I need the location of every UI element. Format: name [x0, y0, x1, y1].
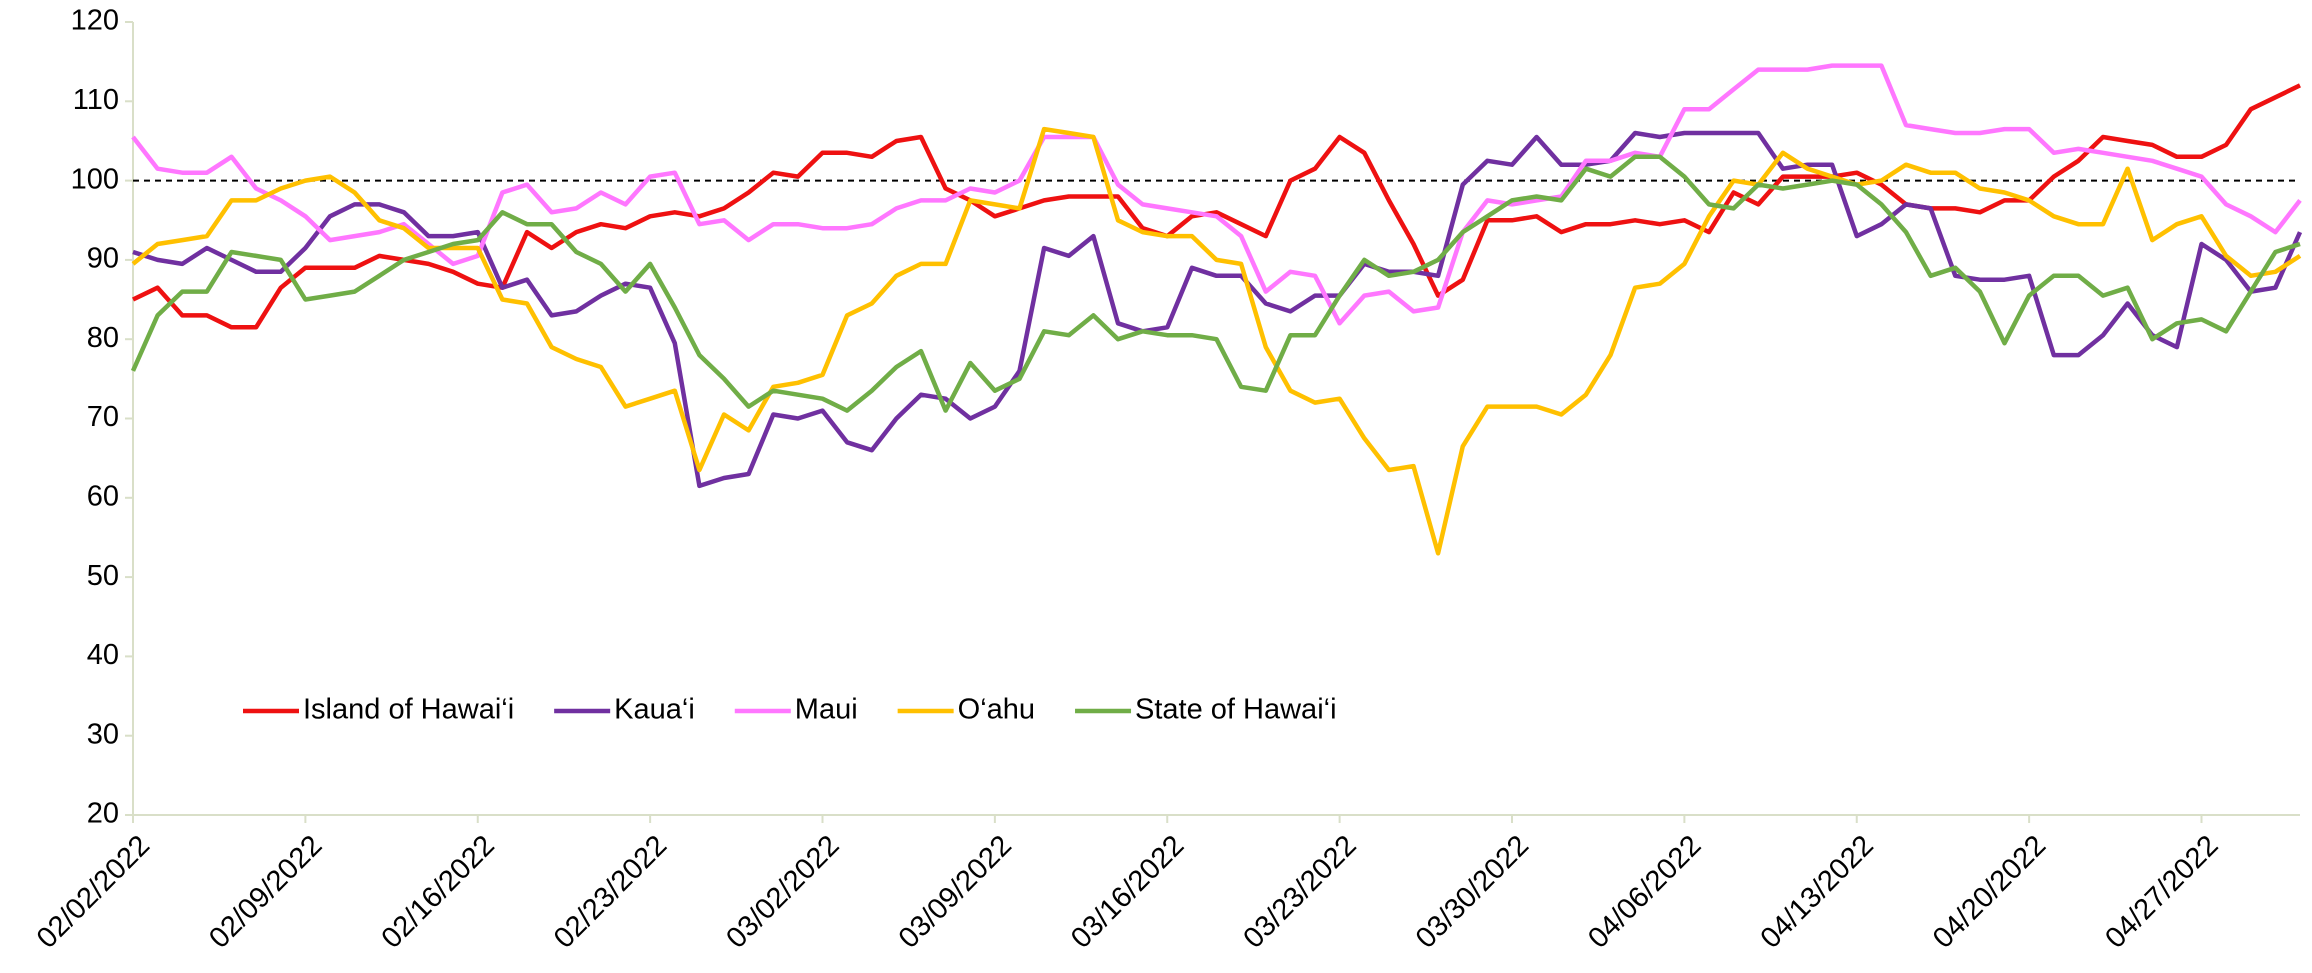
x-tick-label: 02/09/2022 [203, 829, 328, 954]
legend-item: Island of Hawai‘i [243, 694, 514, 726]
legend-label: State of Hawai‘i [1135, 694, 1337, 726]
legend-item: State of Hawai‘i [1075, 694, 1337, 726]
series-line [132, 83, 2301, 330]
x-tick-label: 02/23/2022 [548, 829, 673, 954]
y-tick-label: 80 [87, 322, 119, 354]
x-tick-label: 04/27/2022 [2099, 829, 2224, 954]
legend-item: Kaua‘i [554, 694, 695, 726]
y-tick-label: 110 [73, 84, 119, 116]
legend-item: Maui [734, 694, 858, 726]
x-tick-label: 04/20/2022 [1927, 829, 2052, 954]
legend-label: O‘ahu [958, 694, 1035, 726]
legend-item: O‘ahu [897, 694, 1035, 726]
x-tick-label: 03/30/2022 [1410, 829, 1535, 954]
x-tick-label: 03/02/2022 [720, 829, 845, 954]
x-tick-label: 02/16/2022 [376, 829, 501, 954]
y-tick-label: 50 [87, 560, 119, 592]
y-tick-label: 20 [87, 798, 119, 830]
legend-label: Island of Hawai‘i [303, 694, 514, 726]
legend-label: Maui [795, 694, 858, 726]
x-tick-label: 03/23/2022 [1237, 829, 1362, 954]
y-tick-label: 40 [87, 639, 119, 671]
x-tick-label: 04/13/2022 [1755, 829, 1880, 954]
y-tick-label: 90 [87, 243, 119, 275]
y-tick-label: 30 [87, 718, 119, 750]
series-line [131, 126, 2302, 556]
x-tick-label: 04/06/2022 [1582, 829, 1707, 954]
y-tick-label: 100 [71, 163, 119, 195]
y-tick-label: 120 [71, 5, 119, 37]
x-tick-label: 02/02/2022 [31, 829, 156, 954]
series-line [131, 63, 2302, 326]
series-line [132, 130, 2303, 489]
y-tick-label: 70 [87, 401, 119, 433]
x-tick-label: 03/16/2022 [1065, 829, 1190, 954]
x-tick-label: 03/09/2022 [893, 829, 1018, 954]
legend-label: Kaua‘i [614, 694, 695, 726]
y-tick-label: 60 [87, 480, 119, 512]
series-line [130, 154, 2301, 413]
